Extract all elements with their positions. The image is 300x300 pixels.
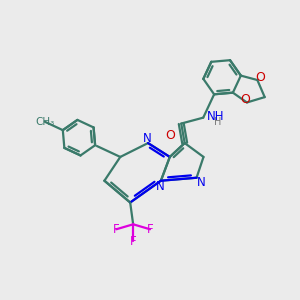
Text: N: N bbox=[197, 176, 206, 189]
Text: N: N bbox=[143, 132, 152, 145]
Text: F: F bbox=[113, 223, 120, 236]
Text: O: O bbox=[165, 129, 175, 142]
Text: O: O bbox=[255, 70, 265, 84]
Text: F: F bbox=[130, 235, 136, 248]
Text: H: H bbox=[214, 117, 222, 127]
Text: F: F bbox=[147, 223, 153, 236]
Text: CH₃: CH₃ bbox=[35, 117, 55, 127]
Text: NH: NH bbox=[207, 110, 225, 123]
Text: O: O bbox=[240, 93, 250, 106]
Text: N: N bbox=[155, 180, 164, 193]
